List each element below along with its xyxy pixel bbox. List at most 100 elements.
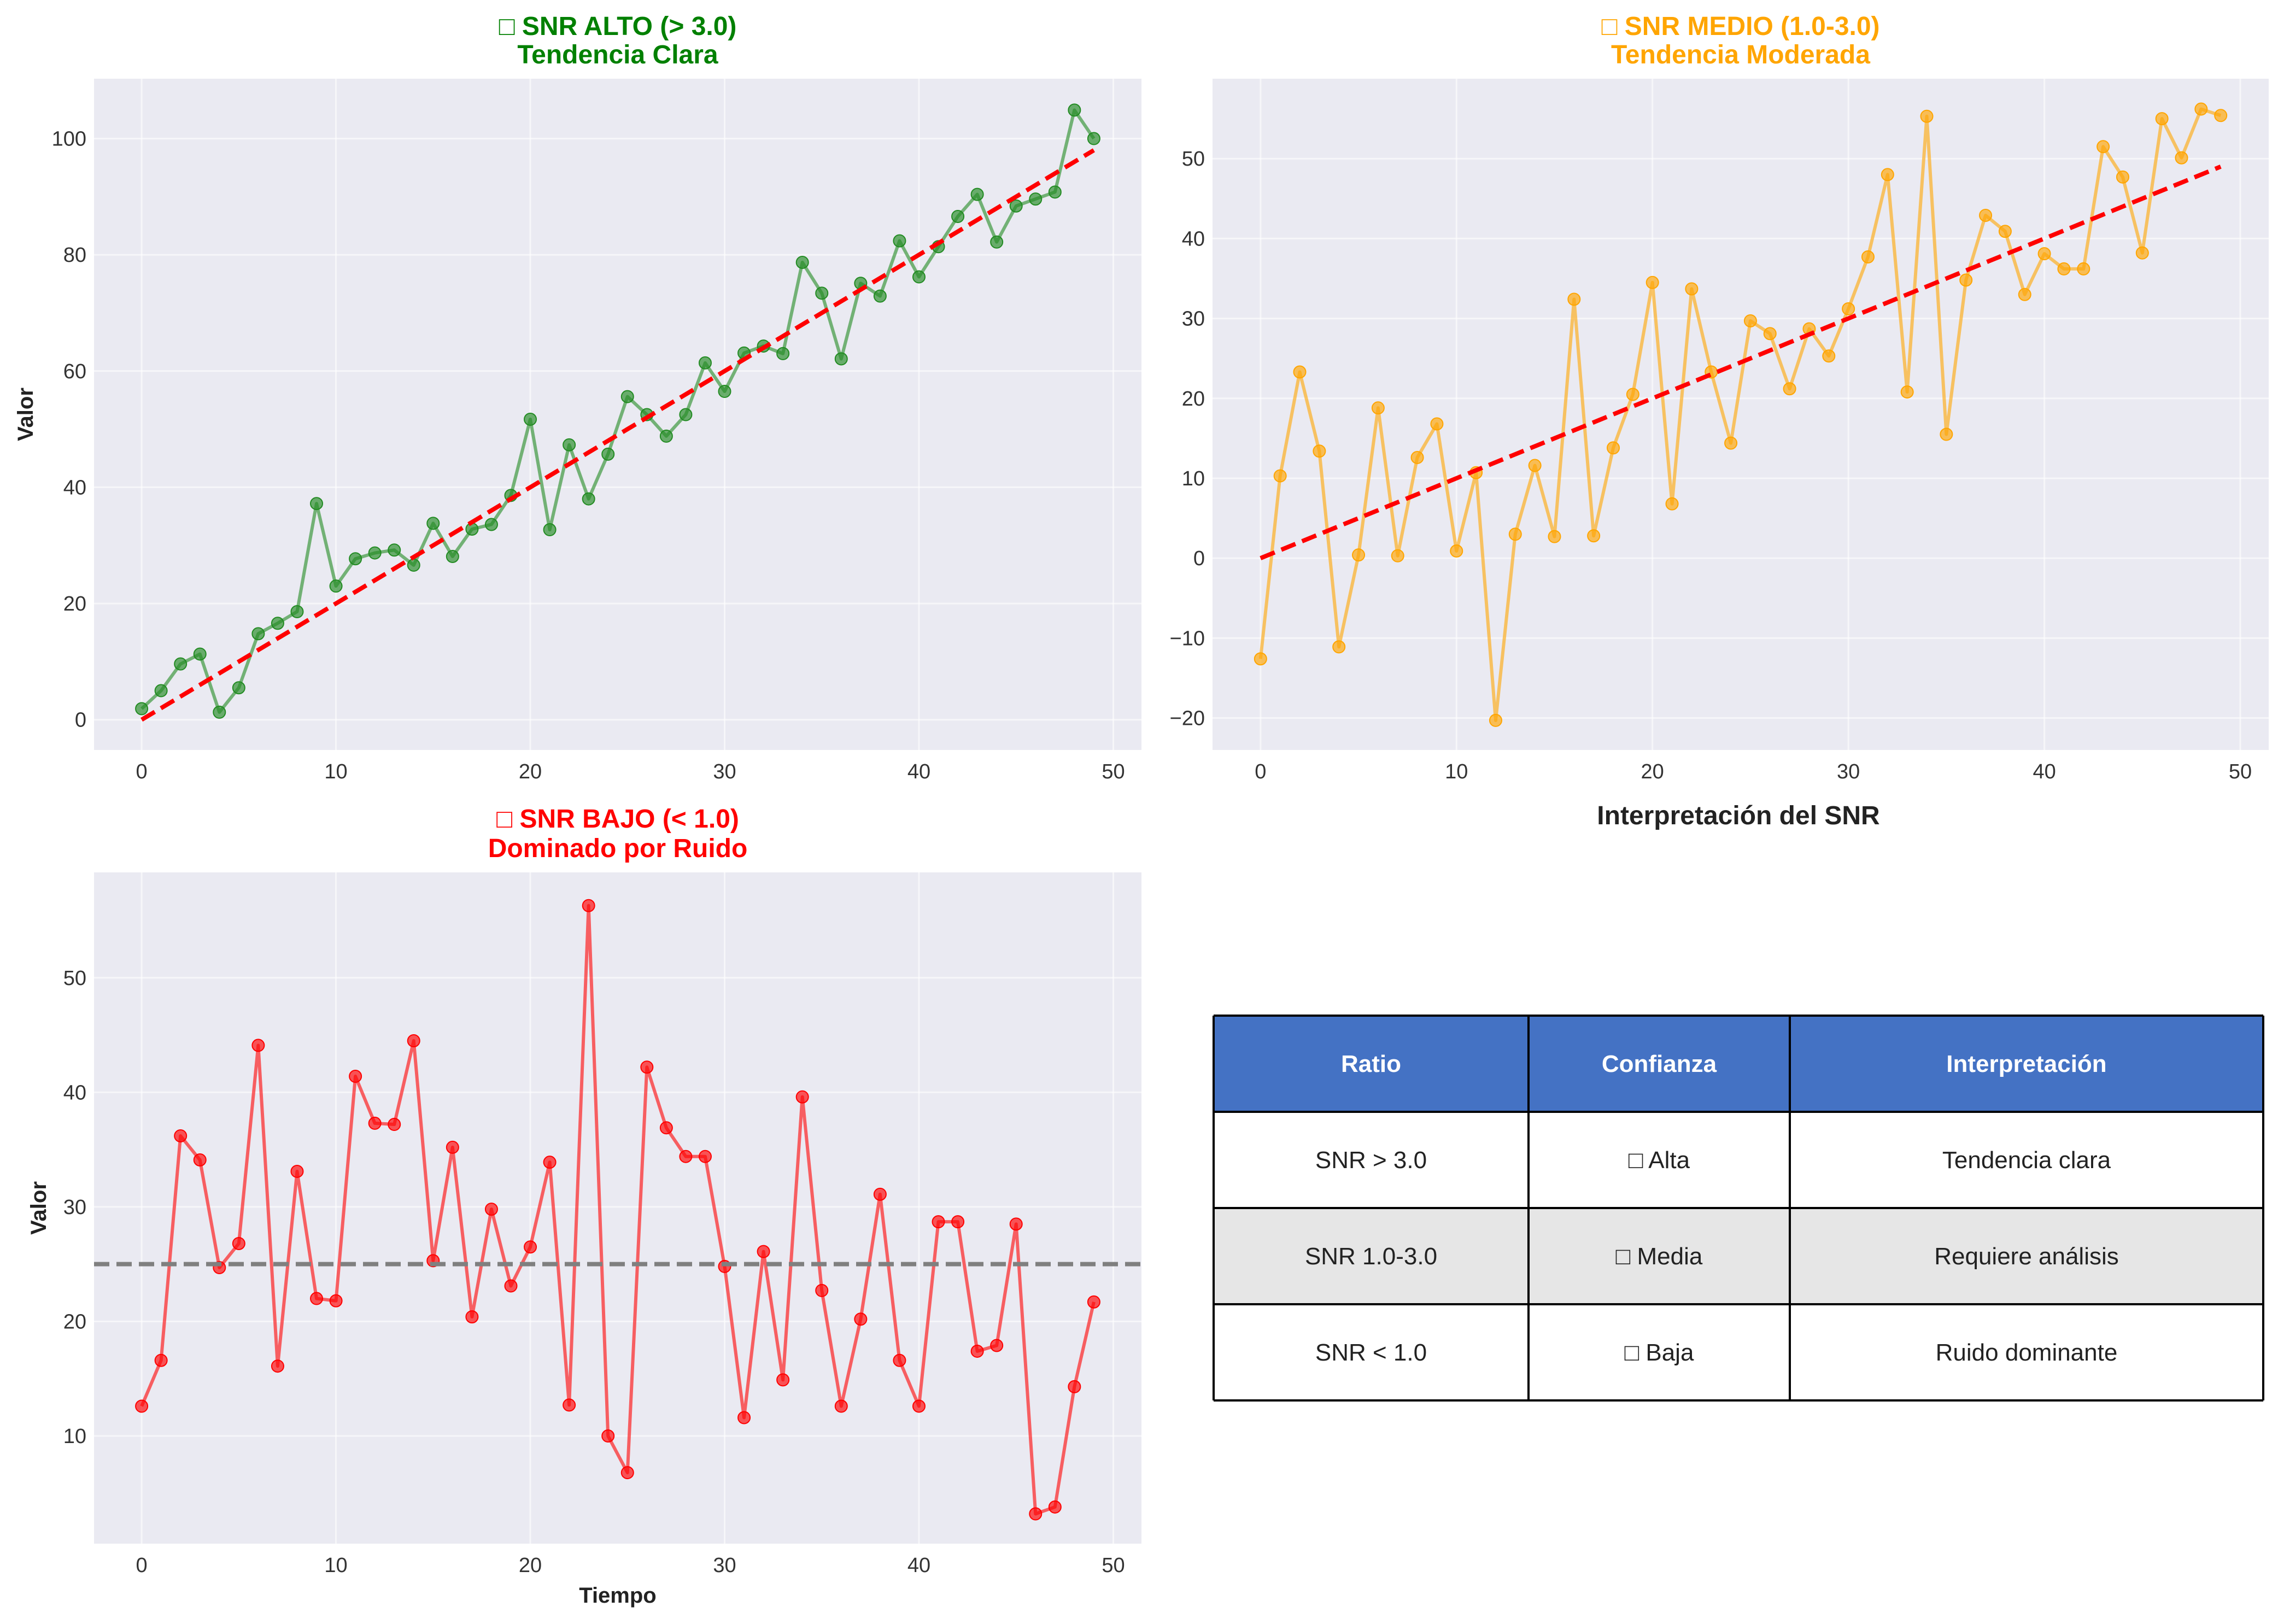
y-tick-label: 30 [63,1196,86,1219]
data-point [2097,140,2110,154]
data-point [951,209,965,223]
trend-line [1260,165,2222,560]
table-cell: SNR 1.0-3.0 [1305,1243,1437,1270]
chart-title: □ SNR BAJO (< 1.0) [496,805,739,834]
data-point [698,1150,712,1163]
data-point [1489,713,1502,727]
data-point [854,1312,868,1326]
data-point [1665,497,1679,511]
chart-subtitle: Tendencia Moderada [1611,40,1870,69]
data-point [2116,170,2129,184]
plot-area [94,79,1141,750]
data-point [1998,225,2012,238]
y-tick-label: 60 [63,360,86,383]
data-point [951,1215,965,1229]
data-point [1743,314,1757,327]
data-point [776,1373,790,1387]
data-point [290,1164,304,1178]
chart-subtitle: Tendencia Clara [517,40,718,69]
data-point [368,1116,382,1130]
table-cell: SNR < 1.0 [1315,1339,1427,1366]
x-tick-label: 10 [1445,760,1468,783]
data-point [718,385,731,398]
y-tick-label: 100 [52,128,86,151]
data-point [1763,327,1777,341]
data-point [698,356,712,370]
data-point [524,413,537,426]
data-point [1685,282,1699,296]
y-tick-label: 30 [1182,308,1205,331]
data-point [446,1140,459,1154]
data-point [1430,417,1444,431]
table-cell: Tendencia clara [1942,1147,2111,1174]
data-point [174,657,188,671]
data-point [426,517,440,530]
chart-title: □ SNR MEDIO (1.0-3.0) [1601,12,1879,41]
data-point [737,1411,751,1424]
table-row [1214,1304,2263,1400]
data-point [2214,109,2228,122]
data-point [1822,349,1836,363]
data-point [1068,103,1081,117]
x-tick-label: 20 [1641,760,1664,783]
x-tick-label: 50 [1102,760,1125,783]
x-axis-label: Tiempo [579,1584,657,1608]
data-point [2037,247,2051,261]
data-point [465,1310,479,1324]
data-point [912,1399,926,1413]
data-point [795,255,809,269]
table-header [1214,1016,2263,1112]
data-point [893,1353,906,1367]
data-point [193,647,207,661]
data-point [271,617,284,630]
data-point [776,347,790,360]
data-point [1528,459,1542,472]
data-point [2018,288,2031,301]
table-cell: Ruido dominante [1936,1339,2118,1366]
table-cell: □ Media [1616,1243,1703,1270]
data-point [912,270,926,284]
data-point [563,438,576,452]
data-point [193,1153,207,1166]
data-point [815,286,829,300]
data-point [310,497,324,511]
data-point [1783,382,1796,396]
data-point [834,352,848,366]
x-tick-label: 30 [713,1554,736,1577]
data-point [504,1279,518,1293]
y-tick-label: 40 [63,476,86,499]
y-tick-label: 80 [63,244,86,267]
x-tick-label: 30 [1837,760,1860,783]
table-title: Interpretación del SNR [1597,801,1879,830]
data-point [135,702,149,716]
data-point [1920,109,1934,123]
y-tick-label: 50 [63,967,86,990]
data-point [1087,1295,1100,1309]
data-point [1313,444,1326,458]
y-tick-label: 0 [1193,547,1205,570]
data-point [834,1399,848,1413]
data-point [524,1240,537,1254]
data-point [659,429,673,443]
data-point [1068,1380,1081,1393]
data-point [232,681,245,695]
data-point [2155,112,2169,126]
data-point [1724,436,1738,450]
data-point [1645,275,1659,289]
x-tick-label: 40 [907,1554,930,1577]
x-tick-label: 0 [1255,760,1266,783]
data-point [174,1129,188,1142]
data-point [1607,441,1620,455]
data-point [990,235,1004,249]
data-point [1626,388,1639,401]
data-point [1940,427,1953,441]
data-point [970,1344,984,1358]
y-tick-label: 0 [75,709,86,732]
data-point [893,234,906,248]
y-tick-label: 20 [63,1310,86,1333]
data-point [154,684,168,697]
table-header-cell: Ratio [1341,1051,1401,1077]
y-tick-label: 10 [1182,467,1205,490]
